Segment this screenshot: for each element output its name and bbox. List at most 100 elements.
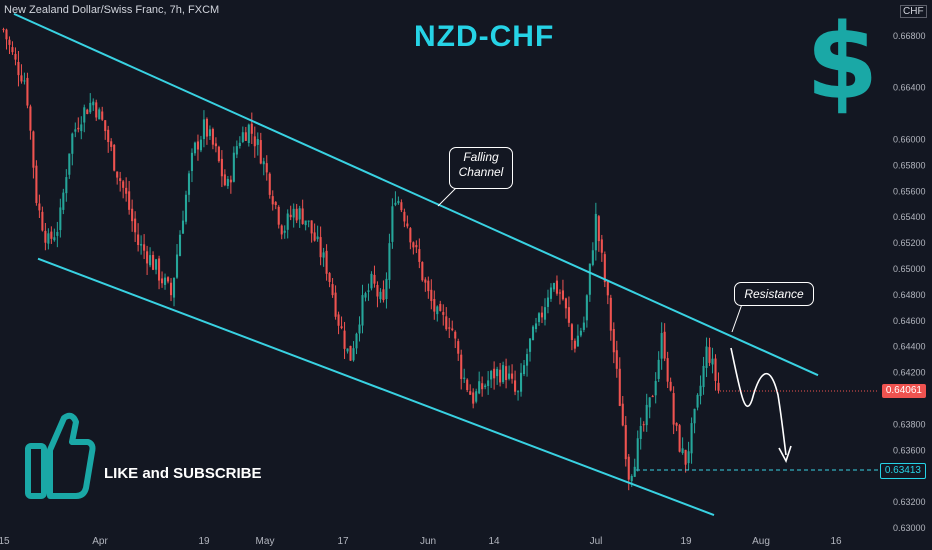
- candle-body: [149, 255, 152, 266]
- candle-body: [391, 206, 394, 242]
- candle-body: [514, 380, 517, 392]
- candle-body: [358, 324, 361, 334]
- chart-title: NZD-CHF: [414, 20, 555, 53]
- candle-body: [403, 211, 406, 222]
- candle-body: [196, 141, 200, 150]
- currency-badge[interactable]: CHF: [900, 5, 927, 18]
- x-tick-label: May: [256, 536, 275, 547]
- candle-body: [454, 331, 457, 339]
- candle-body: [143, 244, 146, 251]
- candle-body: [364, 293, 367, 298]
- candle-body: [699, 385, 702, 397]
- candle-body: [657, 359, 660, 379]
- candle-body: [146, 251, 149, 264]
- candle-body: [466, 379, 469, 391]
- candle-body: [23, 80, 26, 82]
- candle-body: [190, 152, 194, 172]
- candle-body: [705, 346, 708, 368]
- candle-body: [337, 314, 340, 326]
- candle-body: [406, 223, 409, 227]
- candle-body: [44, 230, 47, 243]
- candle-body: [50, 231, 53, 239]
- candle-body: [223, 174, 226, 186]
- candle-body: [244, 132, 247, 141]
- candle-body: [229, 179, 232, 183]
- x-tick-label: 19: [198, 536, 210, 547]
- candle-body: [549, 287, 553, 299]
- y-tick-label: 0.63200: [893, 497, 926, 507]
- candle-body: [606, 281, 609, 296]
- candle-body: [238, 142, 241, 147]
- candle-body: [137, 234, 140, 245]
- candle-body: [687, 451, 690, 464]
- candle-body: [681, 448, 684, 454]
- candle-body: [166, 277, 170, 282]
- candle-body: [654, 380, 657, 396]
- candle-body: [561, 290, 564, 300]
- candle-body: [98, 109, 101, 120]
- candle-body: [226, 178, 229, 186]
- channel-upper-line: [13, 12, 819, 377]
- candle-body: [508, 373, 511, 379]
- candle-body: [178, 234, 182, 256]
- candle-body: [400, 202, 403, 211]
- candle-body: [603, 254, 606, 283]
- candle-body: [570, 324, 573, 340]
- candle-body: [253, 136, 256, 147]
- candle-body: [451, 328, 454, 331]
- y-tick-label: 0.65600: [893, 186, 926, 196]
- x-tick-label: 14: [488, 536, 500, 547]
- support-price-tag: 0.63413: [879, 463, 926, 479]
- candle-body: [588, 263, 591, 295]
- candle-body: [573, 340, 576, 349]
- candle-body: [298, 208, 301, 220]
- candle-body: [5, 29, 8, 40]
- candle-body: [412, 242, 415, 248]
- candle-body: [612, 329, 615, 353]
- y-tick-label: 0.65400: [893, 212, 926, 222]
- x-tick-label: Jun: [420, 536, 436, 547]
- candle-body: [20, 75, 23, 82]
- candle-body: [304, 220, 307, 226]
- candle-body: [457, 341, 460, 354]
- falling-channel-callout: Falling Channel: [449, 147, 513, 189]
- candle-body: [343, 330, 346, 349]
- candle-body: [140, 244, 143, 246]
- candle-body: [208, 129, 211, 137]
- candle-body: [163, 277, 167, 285]
- candle-body: [639, 425, 642, 439]
- candle-body: [669, 381, 672, 391]
- candle-body: [232, 152, 235, 182]
- candle-body: [394, 202, 397, 205]
- candle-body: [511, 373, 514, 379]
- candle-body: [445, 316, 448, 330]
- candle-body: [134, 218, 137, 233]
- candle-body: [68, 153, 71, 175]
- candle-body: [484, 385, 487, 388]
- candle-body: [104, 120, 107, 132]
- candle-body: [478, 381, 481, 394]
- candle-body: [534, 323, 538, 330]
- candle-body: [675, 423, 678, 426]
- candle-body: [609, 297, 612, 331]
- candle-body: [382, 289, 385, 301]
- candle-body: [409, 228, 412, 243]
- candle-body: [621, 403, 624, 426]
- candle-body: [325, 250, 328, 274]
- candle-body: [370, 273, 373, 289]
- candle-body: [600, 239, 603, 253]
- candle-body: [316, 236, 319, 240]
- candle-body: [41, 211, 44, 231]
- y-tick-label: 0.63600: [893, 445, 926, 455]
- candle-body: [648, 397, 651, 408]
- candle-body: [463, 377, 466, 379]
- candle-body: [328, 273, 331, 282]
- projection-arrowhead: [778, 445, 792, 464]
- candle-body: [481, 383, 484, 390]
- candle-body: [334, 292, 337, 317]
- candle-body: [307, 220, 310, 222]
- candle-body: [259, 140, 262, 164]
- candle-body: [555, 280, 559, 294]
- candle-body: [274, 202, 277, 206]
